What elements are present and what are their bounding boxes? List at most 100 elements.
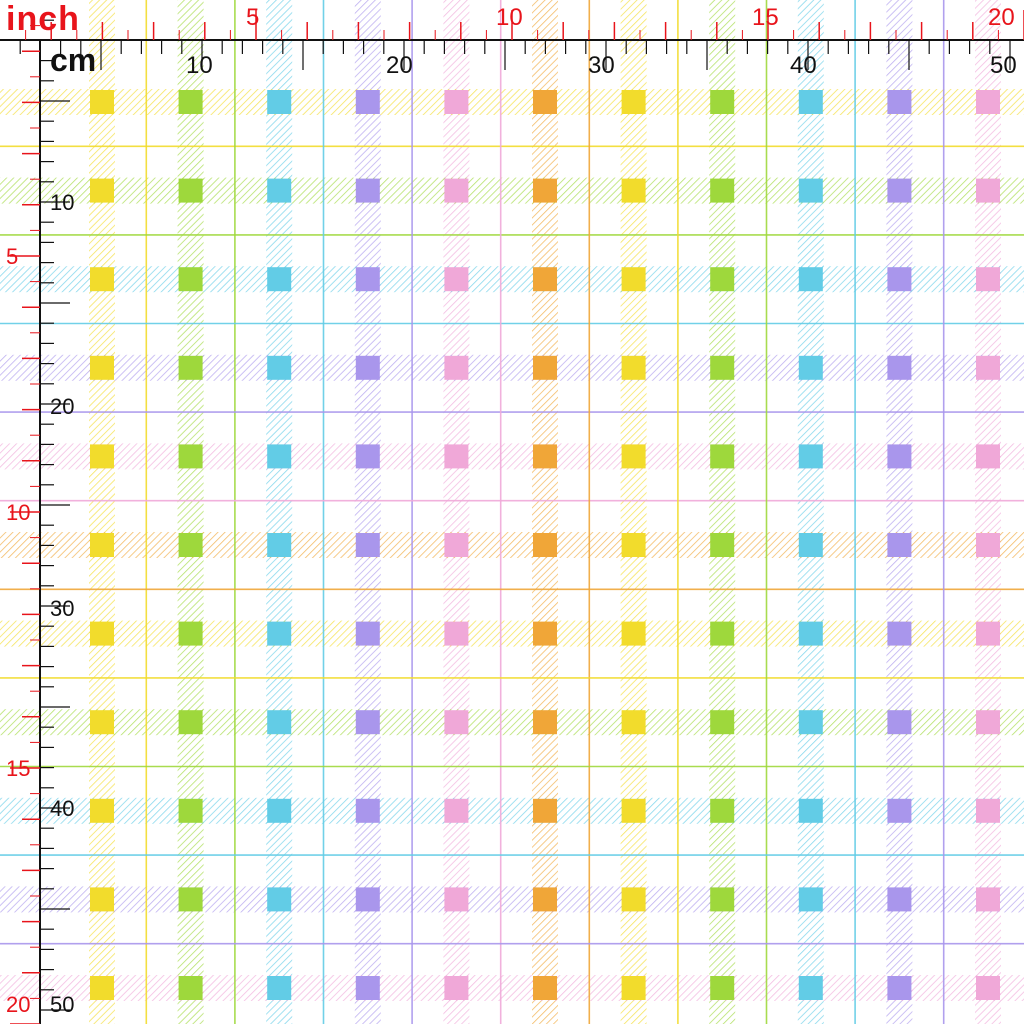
vertical-stripe [443,0,470,1024]
check-square [267,621,292,646]
horizontal-stripe [0,709,1024,736]
check-square [178,178,203,203]
check-square [976,798,1000,823]
check-square [355,355,380,380]
check-square [444,355,469,380]
check-square [887,887,912,912]
vertical-stripe [709,0,736,1024]
inch-tick-label-v: 20 [6,992,31,1017]
check-square [355,533,380,557]
check-square [267,444,292,469]
check-square [267,533,292,557]
cm-tick-label-h: 50 [990,52,1017,79]
vertical-stripe [620,0,647,1024]
check-square [533,621,557,646]
vertical-stripe [89,0,115,1024]
check-square [267,710,292,735]
check-square [444,621,469,646]
check-square [444,267,469,292]
check-square [887,533,912,557]
cm-tick-label-h: 40 [790,52,817,79]
check-square [621,798,646,823]
check-square [90,976,114,1000]
check-square [798,355,823,380]
check-square [90,267,114,292]
check-square [355,887,380,912]
inch-tick-label-h: 10 [496,4,523,31]
check-square [267,355,292,380]
check-square [444,887,469,912]
check-square [355,976,380,1000]
vertical-stripe [797,0,824,1024]
check-square [444,710,469,735]
check-square [178,533,203,557]
check-square [533,90,557,114]
check-square [798,90,823,114]
horizontal-stripe [0,797,1024,824]
check-square [178,887,203,912]
inch-tick-label-h: 20 [988,4,1015,31]
check-square [710,887,735,912]
check-square [355,90,380,114]
check-square [178,976,203,1000]
check-square [621,267,646,292]
check-square [976,355,1000,380]
horizontal-stripe [0,443,1024,470]
vertical-stripe [354,0,381,1024]
check-square [178,621,203,646]
check-square [621,178,646,203]
check-square [887,355,912,380]
check-square [90,355,114,380]
check-square [621,710,646,735]
check-square [621,976,646,1000]
check-square [710,355,735,380]
check-square [178,710,203,735]
check-square [444,533,469,557]
check-square [710,90,735,114]
check-square [887,90,912,114]
check-square [798,444,823,469]
vertical-stripe [975,0,1001,1024]
vertical-stripe [886,0,913,1024]
check-square [887,798,912,823]
cm-tick-label-h: 10 [186,52,213,79]
check-square [621,355,646,380]
cm-tick-label-h: 30 [588,52,615,79]
check-square [621,887,646,912]
horizontal-stripe [0,975,1024,1001]
check-square [976,90,1000,114]
check-square [976,621,1000,646]
check-square [976,887,1000,912]
check-square [533,798,557,823]
check-square [90,887,114,912]
horizontal-stripe [0,89,1024,115]
horizontal-stripe [0,532,1024,558]
check-square [798,267,823,292]
cm-tick-label-h: 20 [386,52,413,79]
cm-tick-label-v: 50 [50,992,75,1017]
check-square [90,444,114,469]
check-square [710,533,735,557]
check-square [444,444,469,469]
cm-tick-label-v: 40 [50,796,75,821]
check-square [355,621,380,646]
check-square [887,621,912,646]
check-square [533,976,557,1000]
vertical-stripe [177,0,204,1024]
check-square [710,444,735,469]
cm-tick-label-v: 20 [50,394,75,419]
check-square [887,267,912,292]
check-square [267,976,292,1000]
horizontal-stripe [0,354,1024,381]
check-square [887,178,912,203]
vertical-stripe [532,0,558,1024]
check-square [444,976,469,1000]
check-square [710,798,735,823]
check-square [267,267,292,292]
check-square [444,798,469,823]
check-square [444,90,469,114]
inch-tick-label-h: 15 [752,4,779,31]
check-square [976,976,1000,1000]
